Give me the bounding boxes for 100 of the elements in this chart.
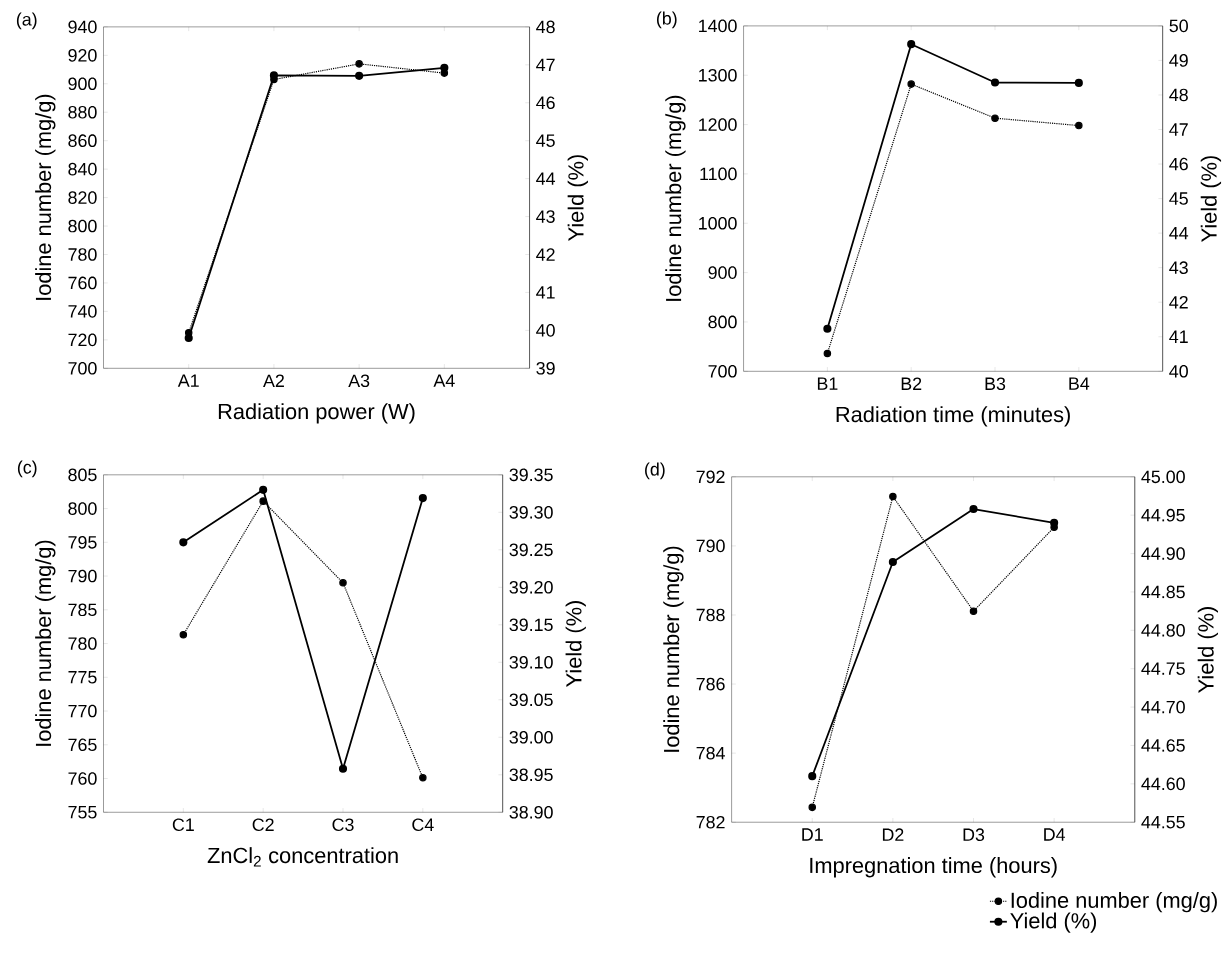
- y2-tick-label: 39.25: [509, 543, 553, 557]
- x-tick-label: D1: [802, 828, 823, 841]
- y-tick-label: 800: [708, 315, 737, 329]
- x-tick-label: C1: [172, 818, 194, 832]
- y-tick-label: 1200: [699, 118, 737, 132]
- y2-tick-label: 44.90: [1141, 547, 1185, 561]
- y2-tick-label: 44: [1169, 227, 1189, 240]
- y-tick-label: 720: [68, 333, 97, 347]
- x-tick-label: B3: [985, 377, 1006, 391]
- y-tick-label: 755: [68, 806, 97, 819]
- y2-tick-label: 38.95: [509, 768, 553, 782]
- x-tick-label: D4: [1044, 828, 1066, 841]
- y-tick-label: 790: [68, 569, 97, 583]
- y-tick-label: 860: [68, 134, 97, 148]
- y-tick-label: 780: [68, 637, 97, 651]
- y2-tick-label: 49: [1169, 54, 1188, 67]
- y-tick-label: 775: [68, 671, 97, 684]
- y2-tick-label: 47: [1169, 123, 1188, 136]
- y-tick-label: 795: [68, 536, 97, 549]
- y2-tick-label: 39.00: [509, 731, 553, 744]
- x-tick-label: C2: [252, 818, 274, 832]
- y2-tick-label: 41: [536, 286, 555, 299]
- y-axis-title: Iodine number (mg/g): [35, 94, 56, 301]
- y2-tick-label: 44.95: [1141, 509, 1185, 522]
- y2-tick-label: 47: [536, 58, 555, 72]
- y-axis-title: Iodine number (mg/g): [665, 95, 686, 302]
- y-tick-label: 782: [696, 816, 725, 829]
- y2-tick-label: 44.75: [1141, 662, 1185, 676]
- y-tick-label: 1000: [699, 217, 737, 230]
- x-tick-label: C3: [332, 818, 354, 832]
- y-tick-label: 1400: [699, 19, 737, 33]
- y-tick-label: 920: [68, 49, 97, 62]
- y-tick-label: 880: [68, 106, 97, 119]
- x-tick-label: A2: [263, 374, 284, 388]
- y-tick-label: 940: [68, 20, 97, 34]
- y2-axis-title: Yield (%): [1197, 607, 1219, 694]
- text: (c): [17, 460, 37, 478]
- y2-tick-label: 48: [536, 20, 555, 34]
- text: (a): [16, 12, 37, 30]
- y2-tick-label: 39: [536, 362, 555, 375]
- y2-tick-label: 44.85: [1141, 585, 1185, 599]
- y2-tick-label: 39.20: [509, 581, 553, 594]
- y2-tick-label: 42: [1169, 296, 1188, 309]
- x-tick-label: A3: [348, 374, 370, 388]
- y2-tick-label: 45: [1169, 192, 1188, 206]
- y-tick-label: 790: [696, 539, 725, 553]
- y2-tick-label: 40: [1169, 365, 1188, 378]
- y2-tick-label: 48: [1169, 88, 1188, 102]
- y2-tick-label: 39.10: [509, 656, 553, 669]
- y-tick-label: 840: [68, 163, 97, 176]
- y2-tick-label: 41: [1169, 330, 1188, 344]
- text: (d): [645, 462, 665, 480]
- y-tick-label: 700: [68, 362, 97, 375]
- legend-label: Yield (%): [1010, 912, 1097, 934]
- legend-label: Iodine number (mg/g): [1011, 892, 1217, 913]
- y-tick-label: 805: [68, 468, 97, 482]
- y2-tick-label: 42: [536, 248, 555, 261]
- y2-axis-title: Yield (%): [567, 155, 588, 242]
- y-tick-label: 1100: [700, 167, 737, 181]
- y2-tick-label: 43: [536, 210, 555, 224]
- y2-axis-title: Yield (%): [565, 601, 586, 688]
- y2-tick-label: 44: [536, 172, 556, 185]
- y-tick-label: 760: [68, 772, 97, 786]
- y-tick-label: 765: [68, 738, 97, 752]
- y2-tick-label: 44.55: [1141, 816, 1185, 829]
- y2-tick-label: 39.05: [509, 693, 553, 707]
- y2-tick-label: 45.00: [1141, 470, 1185, 484]
- x-tick-label: D3: [963, 828, 985, 842]
- y-tick-label: 800: [68, 219, 97, 233]
- y2-axis-title: Yield (%): [1200, 156, 1222, 243]
- y-tick-label: 786: [696, 677, 725, 691]
- x-tick-label: A4: [433, 374, 455, 387]
- x-axis-title: Radiation time (minutes): [836, 406, 1070, 427]
- y2-tick-label: 43: [1169, 261, 1188, 275]
- x-tick-label: B2: [901, 377, 922, 391]
- x-tick-label: B1: [817, 377, 838, 390]
- y-tick-label: 800: [68, 502, 97, 516]
- y-tick-label: 784: [696, 747, 725, 760]
- x-axis-title: Impregnation time (hours): [810, 857, 1057, 878]
- y-axis-title: Iodine number (mg/g): [35, 540, 56, 747]
- y2-tick-label: 38.90: [509, 806, 553, 819]
- y-tick-label: 785: [68, 603, 97, 617]
- y-tick-label: 792: [696, 470, 725, 484]
- y2-tick-label: 39.30: [509, 506, 553, 519]
- y-tick-label: 900: [708, 266, 737, 280]
- text: (b): [656, 11, 677, 29]
- y2-tick-label: 50: [1169, 19, 1188, 33]
- y2-tick-label: 46: [1169, 157, 1188, 171]
- x-tick-label: A1: [177, 374, 199, 387]
- x-tick-label: B4: [1069, 377, 1090, 390]
- y-tick-label: 820: [68, 191, 97, 205]
- y-tick-label: 788: [696, 608, 725, 622]
- x-tick-label: C4: [412, 818, 434, 832]
- y-tick-label: 780: [68, 248, 97, 262]
- y-tick-label: 770: [68, 704, 97, 718]
- y2-tick-label: 44.80: [1141, 624, 1185, 637]
- x-axis-title: Radiation power (W): [218, 403, 415, 424]
- y2-tick-label: 44.60: [1141, 777, 1185, 791]
- y2-tick-label: 40: [536, 324, 555, 337]
- y-tick-label: 700: [708, 365, 737, 378]
